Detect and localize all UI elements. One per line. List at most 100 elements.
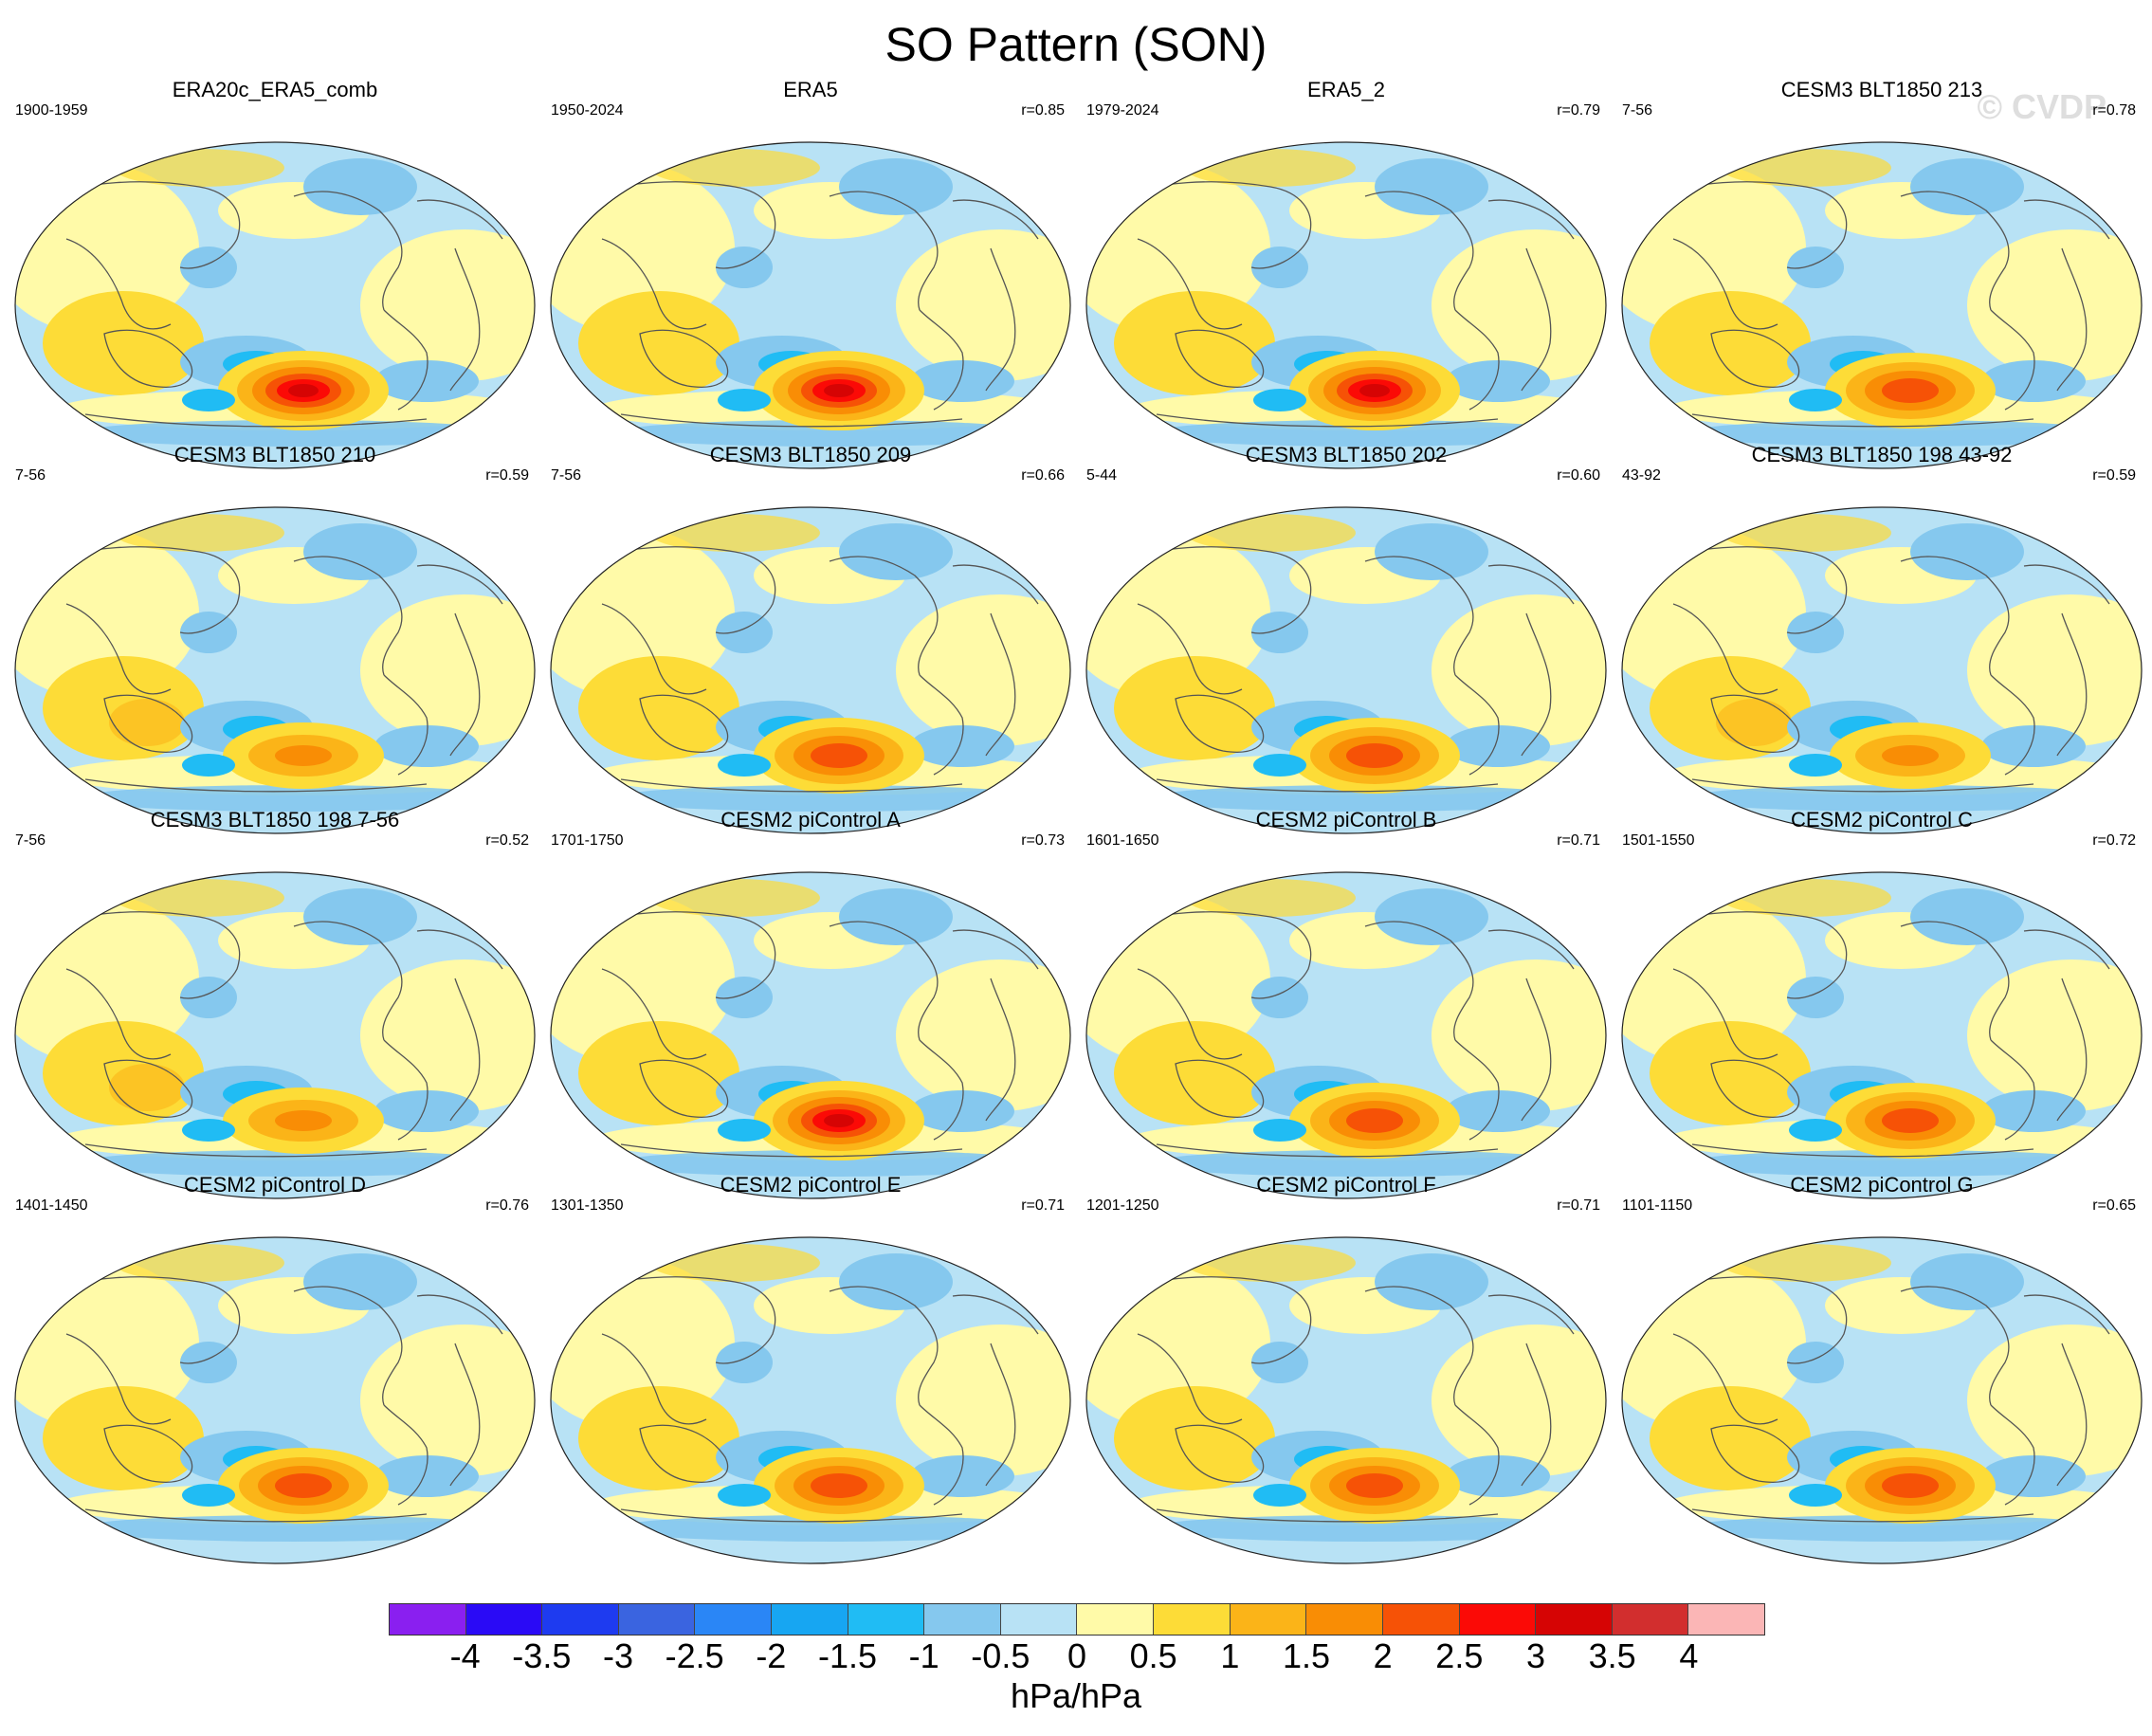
indo-pacific-positive-region: [1650, 291, 1811, 395]
map-border: [550, 1236, 1071, 1564]
panel-period: 7-56: [15, 467, 46, 484]
map-border: [1085, 1236, 1607, 1564]
atlantic-positive-region: [1967, 959, 2142, 1111]
coastline-3: [1175, 694, 1265, 753]
north-atlantic-negative: [1910, 888, 2024, 945]
coastline-4: [1900, 921, 2010, 1041]
map-plot: [550, 141, 1071, 469]
map-plot: [14, 871, 536, 1199]
north-atlantic-negative: [1910, 158, 2024, 215]
coastline-5: [383, 309, 429, 411]
ross-sea-negative: [718, 754, 771, 777]
indo-pacific-positive-region: [1114, 656, 1275, 760]
southern-anomaly-ring-3: [1882, 745, 1939, 766]
north-pacific-negative: [180, 977, 237, 1018]
coastline-2: [1672, 238, 1778, 330]
indo-pacific-positive-region: [1114, 291, 1275, 395]
south-atlantic-negative: [374, 725, 479, 767]
map-border: [550, 141, 1071, 469]
antarctic-negative-band: [1683, 1515, 2119, 1542]
ross-sea-negative: [1253, 389, 1306, 411]
arctic-positive-band: [1185, 1244, 1356, 1282]
coastline-5: [919, 674, 964, 776]
coastline-5: [1454, 1404, 1500, 1506]
colorbar-tick-label: -2: [756, 1636, 787, 1675]
panel-title: ERA5_2: [1307, 78, 1385, 101]
coastline-2: [1672, 968, 1778, 1060]
coastline-2: [1137, 1333, 1243, 1425]
north-atlantic-negative: [1375, 888, 1488, 945]
south-atlantic-negative: [1981, 360, 2086, 402]
atlantic-positive-region: [896, 229, 1070, 381]
coastline-8: [1156, 1508, 1499, 1523]
panel-correlation: r=0.78: [2092, 102, 2136, 119]
panel-title: CESM2 piControl E: [720, 1173, 902, 1197]
coastline-4: [1900, 1286, 2010, 1406]
figure-title: SO Pattern (SON): [885, 18, 1267, 71]
coastline-7: [449, 978, 481, 1122]
north-atlantic-negative: [303, 158, 417, 215]
indo-pacific-positive-region: [578, 656, 739, 760]
arctic-positive-band: [1721, 149, 1891, 187]
south-atlantic-negative: [1981, 725, 2086, 767]
map-panel: CESM3 BLT1850 210 7-56 r=0.59: [9, 443, 540, 834]
colorbar-tick-label: 2.5: [1435, 1636, 1484, 1675]
colorbar-box: [465, 1603, 543, 1635]
coastline-3: [639, 1059, 729, 1118]
colorbar-tick-label: 0.5: [1129, 1636, 1177, 1675]
panel-title: CESM3 BLT1850 209: [709, 443, 912, 466]
antarctic-negative-band: [76, 1515, 512, 1542]
north-atlantic-negative: [1375, 523, 1488, 580]
atlantic-positive-region: [1432, 229, 1606, 381]
north-pacific-negative: [1251, 247, 1308, 288]
ross-sea-negative: [1789, 754, 1842, 777]
coastline-3: [103, 1424, 193, 1483]
south-atlantic-negative: [910, 1090, 1014, 1132]
coastline-4: [829, 921, 939, 1041]
coastline-3: [1710, 694, 1800, 753]
coastline-3: [1175, 329, 1265, 388]
coastline-7: [449, 1343, 481, 1487]
coastline-8: [620, 1508, 963, 1523]
coastline-6: [416, 564, 503, 605]
panel-title: CESM3 BLT1850 213: [1780, 78, 1983, 101]
coastline-6: [1487, 199, 1575, 240]
coastline-3: [639, 694, 729, 753]
map-panel: CESM2 piControl C 1501-1550 r=0.72: [1616, 808, 2147, 1199]
map-panel: CESM2 piControl F 1201-1250 r=0.71: [1081, 1173, 1612, 1564]
coastline-7: [449, 612, 481, 757]
colorbar-tick-label: -0.5: [971, 1636, 1030, 1675]
map-border: [1085, 506, 1607, 834]
north-atlantic-negative: [303, 1253, 417, 1310]
coastline-5: [1454, 1039, 1500, 1141]
coastline-4: [1364, 191, 1474, 311]
map-plot: [1621, 506, 2143, 834]
map-panel: ERA5 1950-2024 r=0.85: [545, 78, 1076, 469]
colorbar-box: [1077, 1603, 1155, 1635]
north-pacific-negative: [716, 612, 773, 653]
coastline-5: [383, 1404, 429, 1506]
map-plot: [1621, 1236, 2143, 1564]
antarctic-negative-band: [76, 785, 512, 812]
antarctic-negative-band: [1147, 785, 1583, 812]
indo-pacific-positive-region: [1650, 1386, 1811, 1490]
south-atlantic-negative: [910, 360, 1014, 402]
coastline-6: [416, 1294, 503, 1335]
colorbar-box: [1230, 1603, 1307, 1635]
coastline-2: [601, 238, 707, 330]
north-atlantic-negative: [839, 523, 953, 580]
map-plot: [14, 141, 536, 469]
map-plot: [14, 506, 536, 834]
antarctic-negative-band: [611, 1515, 1048, 1542]
map-border: [550, 871, 1071, 1199]
map-plot: [1621, 141, 2143, 469]
antarctic-negative-band: [1683, 785, 2119, 812]
map-panel: CESM2 piControl G 1101-1150 r=0.65: [1616, 1173, 2147, 1564]
coastline-2: [65, 603, 172, 695]
colorbar-box: [542, 1603, 619, 1635]
colorbar-tick-label: 3.5: [1588, 1636, 1636, 1675]
coastline-8: [620, 1143, 963, 1158]
colorbar-tick-label: -1: [908, 1636, 939, 1675]
colorbar-tick-label: 1: [1220, 1636, 1240, 1675]
map-plot: [550, 871, 1071, 1199]
